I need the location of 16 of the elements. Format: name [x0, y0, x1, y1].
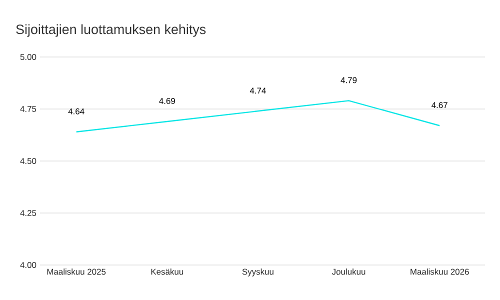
data-label: 4.74	[250, 88, 266, 94]
y-tick-label: 5.00	[20, 54, 36, 60]
x-tick-label: Maaliskuu 2026	[410, 268, 469, 275]
x-tick-label: Joulukuu	[332, 268, 366, 275]
chart-title: Sijoittajien luottamuksen kehitys	[16, 24, 206, 37]
data-label: 4.79	[340, 77, 357, 84]
y-tick-label: 4.25	[20, 210, 36, 216]
y-tick-label: 4.00	[20, 262, 36, 268]
data-label: 4.64	[68, 108, 84, 114]
x-tick-label: Syyskuu	[242, 268, 274, 276]
x-tick-label: Kesäkuu	[151, 268, 184, 275]
y-tick-label: 4.50	[20, 158, 36, 164]
data-label: 4.67	[432, 102, 448, 108]
y-tick-label: 4.75	[20, 106, 36, 112]
data-label: 4.69	[159, 98, 175, 104]
x-tick-label: Maaliskuu 2025	[47, 268, 106, 275]
